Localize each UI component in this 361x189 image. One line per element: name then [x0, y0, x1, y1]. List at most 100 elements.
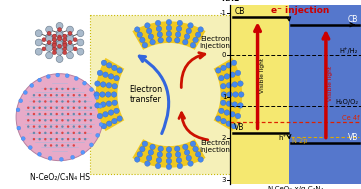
Circle shape [145, 161, 150, 166]
Circle shape [61, 144, 64, 147]
Circle shape [177, 20, 183, 26]
Circle shape [63, 51, 67, 55]
Circle shape [35, 48, 42, 55]
Circle shape [157, 152, 162, 157]
Circle shape [44, 113, 47, 115]
Circle shape [33, 138, 35, 140]
Circle shape [183, 39, 188, 45]
Circle shape [117, 68, 122, 73]
Circle shape [158, 37, 164, 43]
Circle shape [112, 118, 117, 124]
Circle shape [67, 132, 69, 134]
Circle shape [78, 107, 81, 109]
Circle shape [56, 138, 58, 140]
Circle shape [145, 23, 150, 28]
Circle shape [190, 141, 196, 147]
Circle shape [73, 113, 75, 115]
Circle shape [38, 100, 41, 103]
Circle shape [44, 107, 47, 109]
Circle shape [67, 138, 69, 140]
Circle shape [61, 138, 64, 140]
Circle shape [73, 144, 75, 147]
Text: Electron
Injection: Electron Injection [199, 36, 230, 50]
Circle shape [33, 125, 35, 128]
Circle shape [38, 119, 41, 122]
Circle shape [73, 94, 75, 96]
Circle shape [224, 110, 230, 115]
Circle shape [23, 91, 27, 94]
Circle shape [56, 22, 63, 29]
Circle shape [84, 100, 86, 103]
Circle shape [157, 32, 162, 37]
Circle shape [38, 132, 41, 134]
Circle shape [137, 32, 143, 37]
Circle shape [30, 84, 34, 88]
Text: Visible light: Visible light [328, 66, 333, 101]
Circle shape [84, 119, 86, 122]
Circle shape [56, 46, 63, 53]
Circle shape [44, 132, 47, 134]
Circle shape [44, 100, 47, 103]
Circle shape [52, 38, 56, 42]
Circle shape [156, 26, 162, 32]
Circle shape [38, 152, 42, 156]
Circle shape [195, 32, 201, 37]
Circle shape [78, 125, 81, 128]
Circle shape [33, 94, 35, 96]
Circle shape [106, 83, 112, 88]
Text: CB: CB [348, 15, 358, 24]
Circle shape [81, 150, 85, 154]
Circle shape [184, 150, 190, 155]
Bar [289, 5, 361, 184]
Circle shape [101, 60, 106, 66]
Circle shape [52, 51, 56, 55]
Circle shape [148, 34, 154, 39]
Circle shape [190, 42, 196, 48]
Circle shape [94, 92, 99, 97]
Circle shape [50, 113, 52, 115]
Circle shape [50, 125, 52, 128]
Text: VB: VB [348, 132, 358, 142]
Circle shape [100, 82, 106, 87]
Circle shape [73, 38, 77, 42]
Circle shape [38, 78, 42, 82]
Circle shape [146, 28, 152, 34]
Circle shape [174, 146, 180, 152]
Circle shape [56, 32, 63, 39]
Circle shape [73, 100, 75, 103]
Circle shape [61, 88, 64, 90]
Circle shape [61, 94, 64, 96]
Circle shape [112, 84, 117, 89]
Circle shape [46, 45, 53, 51]
Text: N-CeO₂/C₃N₄ HS: N-CeO₂/C₃N₄ HS [30, 172, 90, 181]
Text: e⁻ injection: e⁻ injection [271, 6, 330, 15]
Circle shape [73, 125, 75, 128]
Circle shape [166, 31, 172, 36]
Circle shape [232, 82, 238, 87]
Circle shape [63, 43, 67, 47]
Circle shape [106, 63, 112, 68]
Circle shape [73, 47, 77, 51]
Circle shape [230, 72, 235, 77]
Circle shape [27, 107, 30, 109]
Circle shape [158, 146, 164, 152]
Text: Electron
Injection: Electron Injection [199, 139, 230, 153]
Circle shape [142, 141, 148, 147]
Text: Visible light: Visible light [260, 58, 265, 93]
Circle shape [90, 125, 92, 128]
Circle shape [97, 113, 103, 119]
Circle shape [63, 41, 67, 45]
Circle shape [112, 65, 117, 71]
Circle shape [227, 92, 232, 97]
Circle shape [48, 156, 52, 160]
Circle shape [67, 94, 69, 96]
Circle shape [150, 144, 155, 150]
Text: CB: CB [234, 7, 245, 16]
Circle shape [73, 119, 75, 122]
Circle shape [198, 157, 203, 162]
Circle shape [84, 94, 86, 96]
Circle shape [219, 108, 224, 114]
Circle shape [221, 84, 226, 89]
Circle shape [60, 157, 64, 161]
Circle shape [216, 68, 221, 73]
